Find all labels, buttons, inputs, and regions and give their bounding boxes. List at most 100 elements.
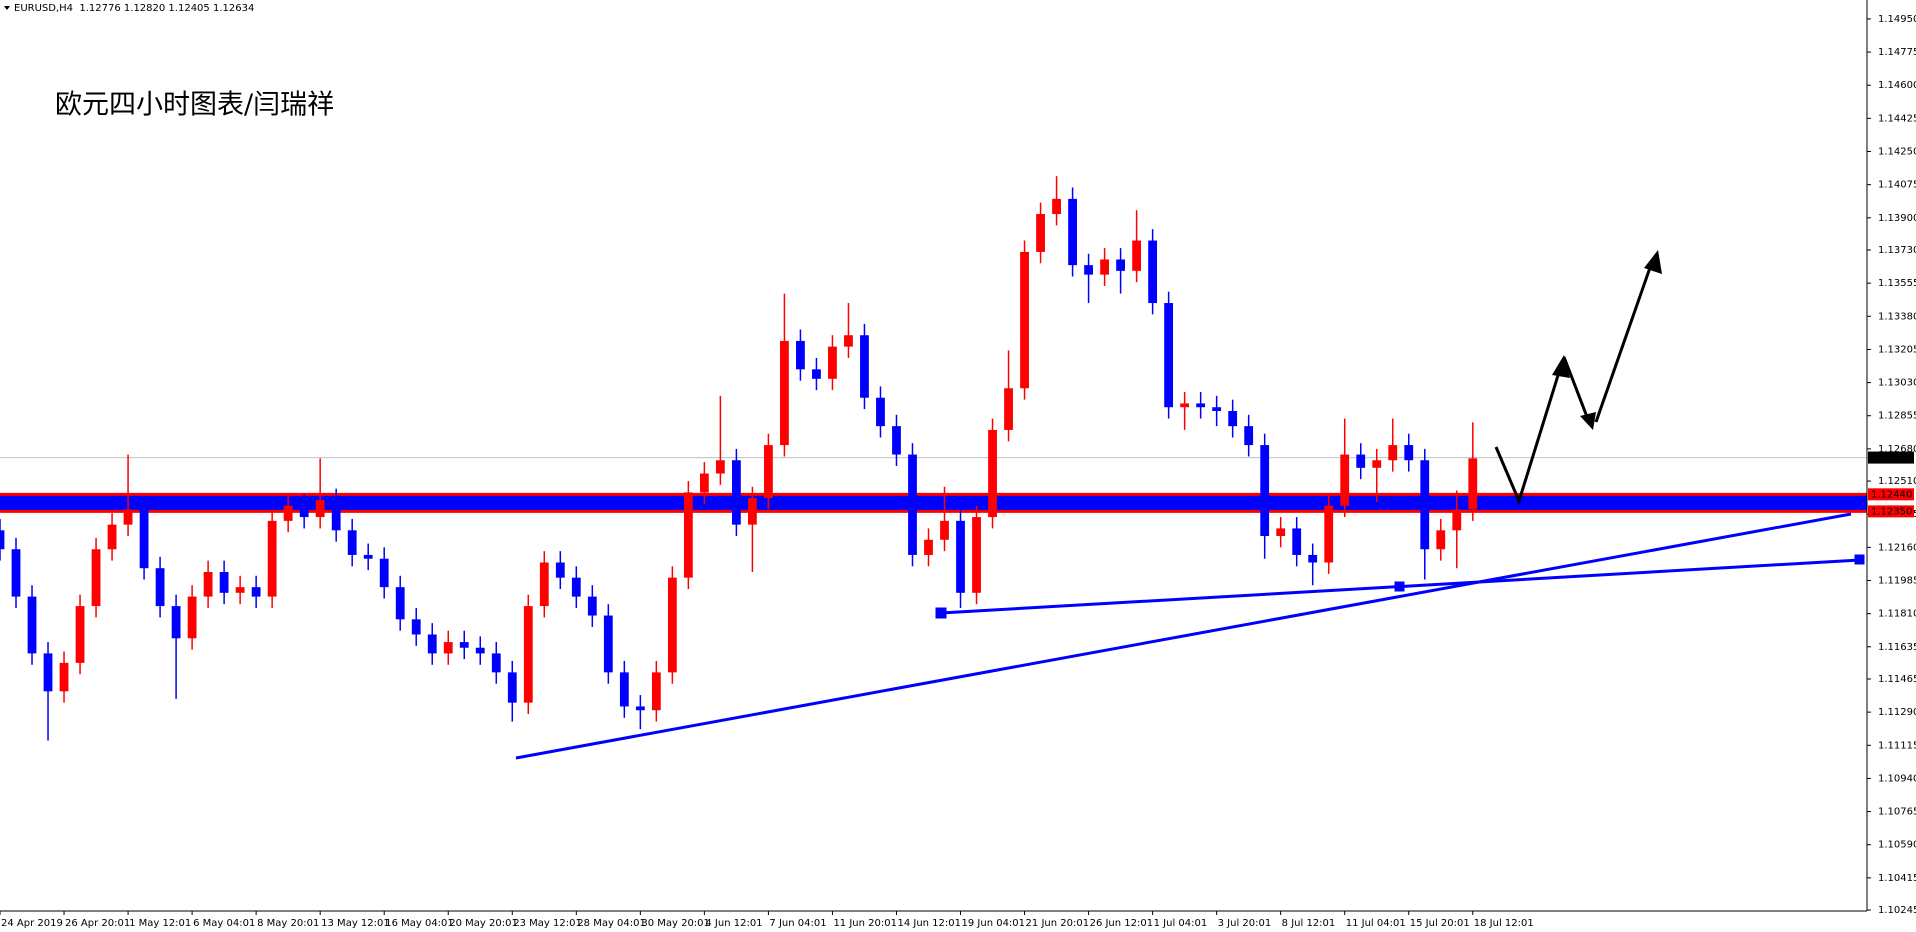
candle-body: [187, 596, 197, 639]
candle-body: [780, 340, 789, 446]
candle-body: [459, 642, 469, 648]
y-tick-label: 1.11985: [1878, 576, 1916, 587]
candle-body: [0, 530, 5, 550]
y-tick-label: 1.11290: [1878, 707, 1916, 718]
candle-body: [1420, 460, 1430, 550]
trend-line: [515, 512, 1852, 760]
arrow-path: [1562, 356, 1591, 423]
y-tick-label: 1.14775: [1878, 47, 1916, 58]
price-label: 1.12350: [1871, 506, 1912, 517]
price-label: 1.12440: [1871, 489, 1912, 500]
x-tick-label: 8 Jul 12:01: [1282, 918, 1336, 929]
candle-body: [1324, 505, 1334, 563]
x-tick-label: 1 May 12:01: [129, 918, 191, 929]
candle-body: [155, 568, 165, 607]
candle-body: [299, 505, 309, 518]
price-zone: [0, 494, 1867, 512]
candle-body: [27, 596, 37, 654]
candle-body: [1452, 509, 1462, 531]
candle-body: [59, 662, 69, 692]
candle-body: [219, 571, 229, 593]
candle-body: [75, 606, 85, 663]
candle-body: [876, 397, 885, 427]
candle-body: [988, 429, 997, 518]
y-tick-label: 1.11465: [1878, 674, 1916, 685]
candle-body: [283, 505, 293, 521]
candle-body: [507, 672, 517, 703]
candle-body: [1196, 403, 1206, 408]
candle-body: [267, 520, 277, 597]
candle-body: [956, 520, 965, 593]
candle-body: [1164, 303, 1174, 408]
y-tick-label: 1.12510: [1878, 476, 1916, 487]
candle-body: [1180, 403, 1190, 408]
candle-body: [940, 520, 949, 540]
candle-body: [764, 445, 773, 499]
candle-body: [1100, 259, 1109, 275]
x-tick-label: 26 Apr 20:01: [65, 918, 130, 929]
candle-body: [347, 530, 357, 555]
y-tick-label: 1.13380: [1878, 311, 1916, 322]
candle-body: [395, 587, 405, 620]
candle-body: [1036, 214, 1045, 252]
line-handle: [1394, 581, 1405, 592]
y-tick-label: 1.13730: [1878, 245, 1916, 256]
symbol-header: EURUSD,H4 1.12776 1.12820 1.12405 1.1263…: [14, 3, 254, 14]
x-tick-label: 26 Jun 12:01: [1090, 918, 1154, 929]
candle-body: [1004, 388, 1013, 430]
arrow-path: [1594, 261, 1654, 423]
menu-arrow[interactable]: [4, 6, 10, 10]
y-tick-label: 1.12855: [1878, 411, 1916, 422]
candle-body: [139, 509, 149, 569]
candle-body: [1276, 528, 1286, 536]
candle-body: [1404, 445, 1414, 461]
x-tick-label: 21 Jun 20:01: [1026, 918, 1090, 929]
candle-body: [908, 454, 917, 555]
candle-body: [1292, 528, 1302, 555]
x-tick-label: 15 Jul 20:01: [1410, 918, 1470, 929]
candle-body: [11, 549, 21, 597]
axes-layer: 1.14950 1.14775 1.14600 1.14425 1.14250 1.140…: [0, 14, 1916, 929]
candle-body: [1468, 458, 1478, 510]
candle-body: [1388, 445, 1398, 461]
y-tick-label: 1.10245: [1878, 905, 1916, 916]
price-label-bg: [1868, 488, 1914, 501]
candle-body: [635, 706, 645, 711]
candle-body: [1052, 198, 1061, 215]
candle-body: [1116, 259, 1126, 271]
candle-body: [539, 562, 549, 607]
candle-body: [491, 653, 501, 673]
candle-body: [715, 460, 725, 474]
candle-body: [587, 596, 597, 616]
candle-body: [699, 473, 709, 493]
y-tick-label: 1.10765: [1878, 807, 1916, 818]
x-tick-label: 28 May 04:01: [577, 918, 646, 929]
price-label-bg: [1868, 451, 1914, 464]
candle-body: [523, 606, 533, 703]
y-tick-label: 1.13205: [1878, 344, 1916, 355]
candle-body: [1148, 240, 1158, 304]
candle-body: [315, 500, 325, 518]
x-tick-label: 8 May 20:01: [257, 918, 319, 929]
y-tick-label: 1.14950: [1878, 14, 1916, 25]
candle-body: [603, 615, 613, 673]
candle-body: [1084, 265, 1093, 275]
candle-body: [731, 460, 741, 525]
y-tick-label: 1.13555: [1878, 278, 1916, 289]
y-tick-label: 1.12160: [1878, 542, 1916, 553]
candle-body: [667, 577, 677, 673]
candle-body: [860, 335, 869, 398]
line-handle: [935, 607, 947, 619]
candle-body: [43, 653, 53, 692]
y-tick-label: 1.10415: [1878, 873, 1916, 884]
candle-body: [171, 606, 181, 639]
candle-body: [107, 524, 117, 550]
candle-body: [892, 426, 901, 455]
y-tick-label: 1.10940: [1878, 773, 1916, 784]
y-tick-label: 1.11115: [1878, 740, 1916, 751]
price-label: 1.12634: [1871, 453, 1912, 464]
candle-body: [1068, 198, 1077, 266]
candle-body: [203, 571, 213, 597]
